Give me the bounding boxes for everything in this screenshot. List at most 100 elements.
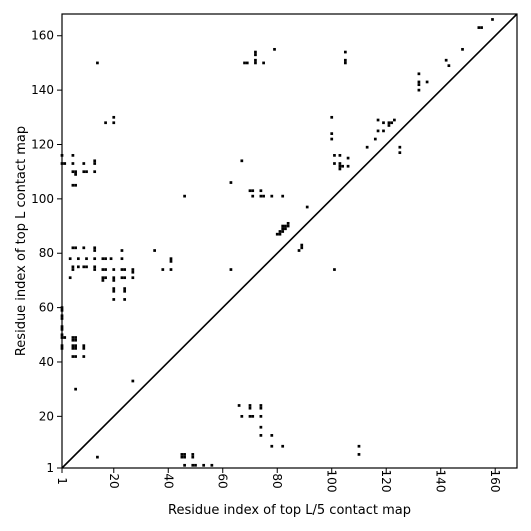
contact-point-upper xyxy=(131,276,135,280)
contact-point-upper xyxy=(297,249,301,252)
contact-point-upper xyxy=(275,232,279,236)
contact-point-upper xyxy=(112,276,116,280)
contact-point-upper xyxy=(183,194,186,198)
contact-point-upper xyxy=(71,162,75,165)
contact-point-upper xyxy=(123,268,127,271)
contact-point-upper xyxy=(104,276,107,280)
contact-point-upper xyxy=(71,154,75,157)
contact-point-upper xyxy=(93,159,97,163)
contact-point-upper xyxy=(71,336,75,339)
contact-point-upper xyxy=(417,83,421,87)
contact-point-upper xyxy=(93,162,97,165)
contact-point-upper xyxy=(417,88,421,92)
contact-point-upper xyxy=(248,189,252,193)
contact-point-upper xyxy=(281,227,285,231)
contact-point-lower xyxy=(281,444,285,448)
contact-point-upper xyxy=(112,289,116,293)
contact-point-upper xyxy=(338,167,342,171)
contact-point-lower xyxy=(357,444,361,448)
contact-point-upper xyxy=(85,170,88,174)
contact-point-upper xyxy=(259,194,263,198)
contact-point-upper xyxy=(74,183,77,187)
contact-point-upper xyxy=(286,221,290,225)
contact-point-lower xyxy=(180,453,184,456)
contact-point-upper xyxy=(398,151,402,155)
contact-point-lower xyxy=(248,406,252,410)
y-tick-label: 140 xyxy=(31,83,54,97)
contact-point-upper xyxy=(104,121,107,125)
contact-point-upper xyxy=(82,265,86,269)
x-tick-label: 120 xyxy=(379,470,393,493)
contact-point-upper xyxy=(281,224,285,228)
contact-point-upper xyxy=(281,194,285,198)
y-tick-label: 40 xyxy=(39,355,54,369)
contact-point-upper xyxy=(101,257,105,261)
contact-point-upper xyxy=(123,298,127,301)
contact-point-upper xyxy=(120,257,124,261)
contact-point-lower xyxy=(183,455,186,459)
contact-point-lower xyxy=(237,404,241,407)
contact-point-lower xyxy=(251,414,255,418)
x-tick-label: 60 xyxy=(216,473,230,488)
contact-point-upper xyxy=(153,249,156,252)
contact-point-upper xyxy=(262,61,265,65)
contact-point-upper xyxy=(63,162,67,165)
x-tick-label: 140 xyxy=(434,470,448,493)
contact-point-upper xyxy=(254,50,257,54)
contact-point-upper xyxy=(251,194,255,198)
contact-point-upper xyxy=(376,118,380,122)
contact-point-upper xyxy=(305,205,309,209)
contact-point-upper xyxy=(131,270,135,274)
contact-point-upper xyxy=(112,279,116,282)
contact-point-upper xyxy=(333,268,336,271)
contact-point-upper xyxy=(82,355,86,358)
contact-point-upper xyxy=(365,145,369,149)
contact-point-upper xyxy=(93,268,97,271)
contact-point-upper xyxy=(101,276,105,280)
plot-frame xyxy=(61,13,518,469)
contact-point-upper xyxy=(74,336,77,339)
contact-point-upper xyxy=(71,338,75,342)
contact-point-upper xyxy=(93,246,97,250)
contact-point-upper xyxy=(477,26,481,29)
contact-point-lower xyxy=(259,425,263,429)
x-tick-label: 80 xyxy=(270,473,284,488)
contact-point-lower xyxy=(270,444,274,448)
contact-point-lower xyxy=(191,463,195,467)
contact-point-upper xyxy=(104,268,107,271)
contact-point-lower xyxy=(191,453,195,456)
contact-point-upper xyxy=(447,64,451,68)
contact-point-upper xyxy=(278,232,282,236)
contact-point-upper xyxy=(112,121,116,125)
contact-point-upper xyxy=(120,276,124,280)
y-tick-label: 60 xyxy=(39,301,54,315)
contact-point-upper xyxy=(131,268,135,271)
x-tick-label: 40 xyxy=(161,473,175,488)
contact-point-lower xyxy=(357,453,361,456)
contact-point-upper xyxy=(373,137,377,141)
contact-point-upper xyxy=(109,257,113,261)
contact-point-upper xyxy=(112,298,116,301)
contact-point-upper xyxy=(93,257,97,261)
y-axis-label: Residue index of top L contact map xyxy=(14,126,29,356)
contact-point-upper xyxy=(85,257,88,261)
contact-point-upper xyxy=(393,118,396,122)
contact-point-lower xyxy=(270,434,274,437)
y-tick-label: 1 xyxy=(46,461,54,475)
contact-point-upper xyxy=(480,26,483,29)
contact-point-upper xyxy=(338,162,342,165)
contact-point-upper xyxy=(390,121,394,125)
contact-point-upper xyxy=(123,289,127,293)
contact-point-upper xyxy=(330,137,334,141)
contact-point-upper xyxy=(71,170,75,174)
contact-point-upper xyxy=(284,227,287,231)
contact-point-upper xyxy=(417,72,421,76)
contact-point-upper xyxy=(96,61,99,65)
contact-point-upper xyxy=(68,257,72,261)
contact-point-upper xyxy=(338,164,342,168)
contact-point-upper xyxy=(93,249,97,252)
data-marks xyxy=(60,18,494,467)
contact-point-upper xyxy=(169,260,173,263)
